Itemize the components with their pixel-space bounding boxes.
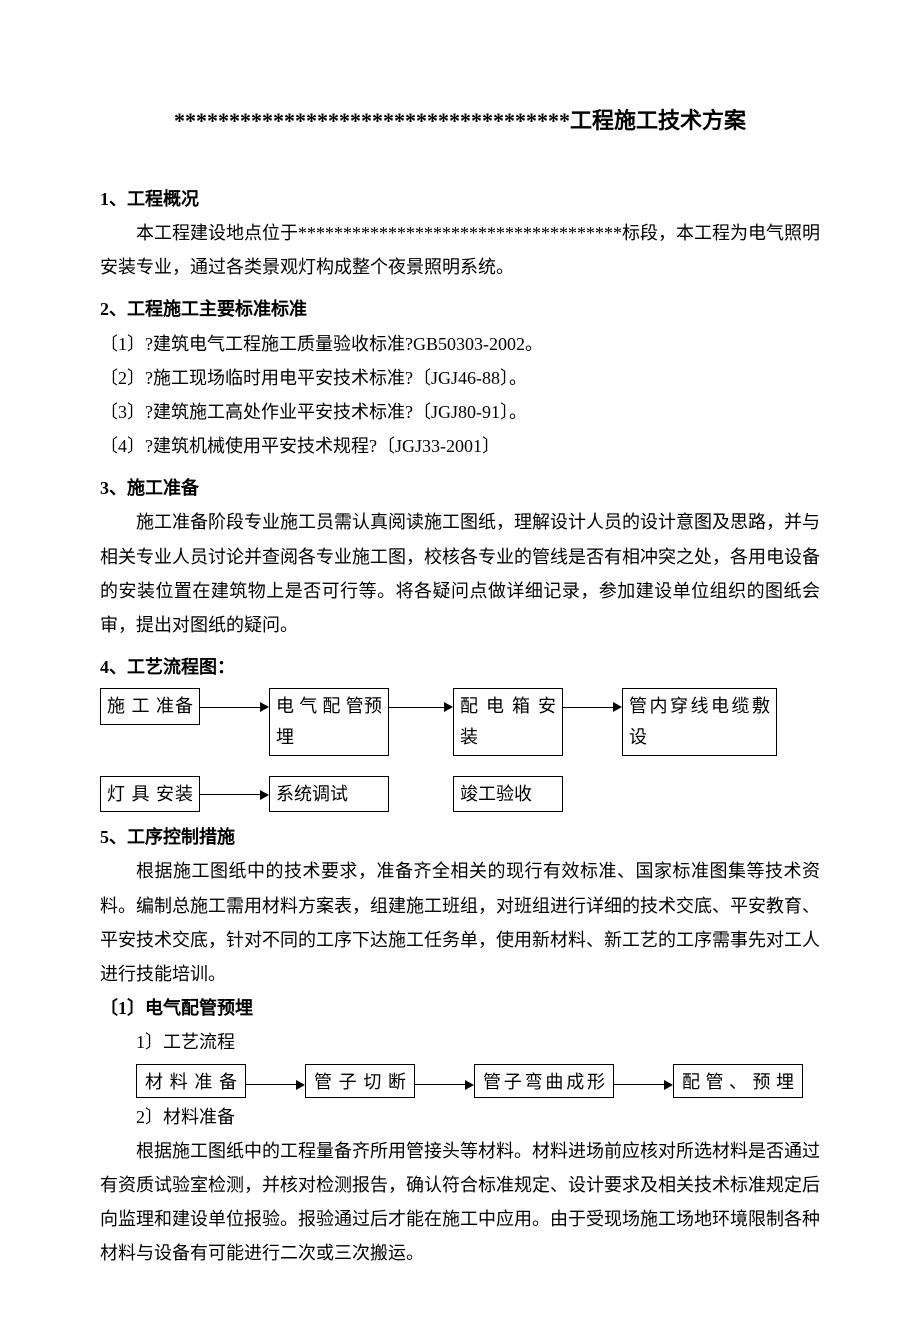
section-5-para1: 根据施工图纸中的技术要求，准备齐全相关的现行有效标准、国家标准图集等技术资料。编… bbox=[100, 854, 820, 991]
section-1-heading: 1、工程概况 bbox=[100, 182, 820, 216]
flow-row-1: 施 工 准备 电 气 配 管预埋 配 电 箱 安装 管内穿线电缆敷设 bbox=[100, 688, 820, 755]
arrow-icon bbox=[200, 790, 269, 800]
flow2-box-4: 配管、预埋 bbox=[673, 1064, 803, 1098]
flow-box-6: 系统调试 bbox=[269, 776, 389, 813]
flow-row-sub: 材料准备 管子切断 管子弯曲成形 配管、预埋 bbox=[136, 1064, 820, 1098]
page-title: ************************************工程施工… bbox=[100, 100, 820, 142]
flow-box-4: 管内穿线电缆敷设 bbox=[622, 688, 777, 755]
arrow-icon bbox=[246, 1080, 305, 1090]
flow2-box-1: 材料准备 bbox=[136, 1064, 246, 1098]
flow-box-7: 竣工验收 bbox=[453, 776, 563, 813]
section-3-para: 施工准备阶段专业施工员需认真阅读施工图纸，理解设计人员的设计意图及思路，并与相关… bbox=[100, 505, 820, 642]
title-prefix: ************************************ bbox=[174, 108, 570, 133]
flow-box-5: 灯 具 安装 bbox=[100, 776, 200, 813]
section-3-heading: 3、施工准备 bbox=[100, 471, 820, 505]
arrow-icon bbox=[614, 1080, 673, 1090]
flow2-box-2: 管子切断 bbox=[305, 1064, 415, 1098]
sub-5-1-2: 2〕材料准备 bbox=[136, 1100, 820, 1134]
sub-5-1-1: 1〕工艺流程 bbox=[136, 1025, 820, 1059]
s2-item-2: 〔2〕?施工现场临时用电平安技术标准?〔JGJ46-88〕。 bbox=[100, 361, 820, 395]
flow-box-1: 施 工 准备 bbox=[100, 688, 200, 725]
sub-5-1-heading: 〔1〕电气配管预埋 bbox=[100, 991, 820, 1025]
arrow-icon bbox=[389, 702, 453, 712]
section-4-heading: 4、工艺流程图： bbox=[100, 650, 820, 684]
arrow-icon bbox=[200, 702, 269, 712]
arrow-icon bbox=[415, 1080, 474, 1090]
flowchart-main: 施 工 准备 电 气 配 管预埋 配 电 箱 安装 管内穿线电缆敷设 灯 具 安… bbox=[100, 688, 820, 812]
section-1-para: 本工程建设地点位于*******************************… bbox=[100, 216, 820, 284]
s2-item-1: 〔1〕?建筑电气工程施工质量验收标准?GB50303-2002。 bbox=[100, 327, 820, 361]
section-5-heading: 5、工序控制措施 bbox=[100, 820, 820, 854]
s2-item-3: 〔3〕?建筑施工高处作业平安技术标准?〔JGJ80-91〕。 bbox=[100, 395, 820, 429]
s2-item-4: 〔4〕?建筑机械使用平安技术规程?〔JGJ33-2001〕 bbox=[100, 429, 820, 463]
arrow-icon bbox=[563, 702, 622, 712]
section-5-para2: 根据施工图纸中的工程量备齐所用管接头等材料。材料进场前应核对所选材料是否通过有资… bbox=[100, 1134, 820, 1271]
flow-box-2: 电 气 配 管预埋 bbox=[269, 688, 389, 755]
title-suffix: 工程施工技术方案 bbox=[570, 108, 746, 133]
flow-row-2: 灯 具 安装 系统调试 竣工验收 bbox=[100, 776, 820, 813]
flowchart-sub: 材料准备 管子切断 管子弯曲成形 配管、预埋 bbox=[136, 1064, 820, 1098]
flow2-box-3: 管子弯曲成形 bbox=[474, 1064, 614, 1098]
section-2-heading: 2、工程施工主要标准标准 bbox=[100, 292, 820, 326]
flow-box-3: 配 电 箱 安装 bbox=[453, 688, 563, 755]
